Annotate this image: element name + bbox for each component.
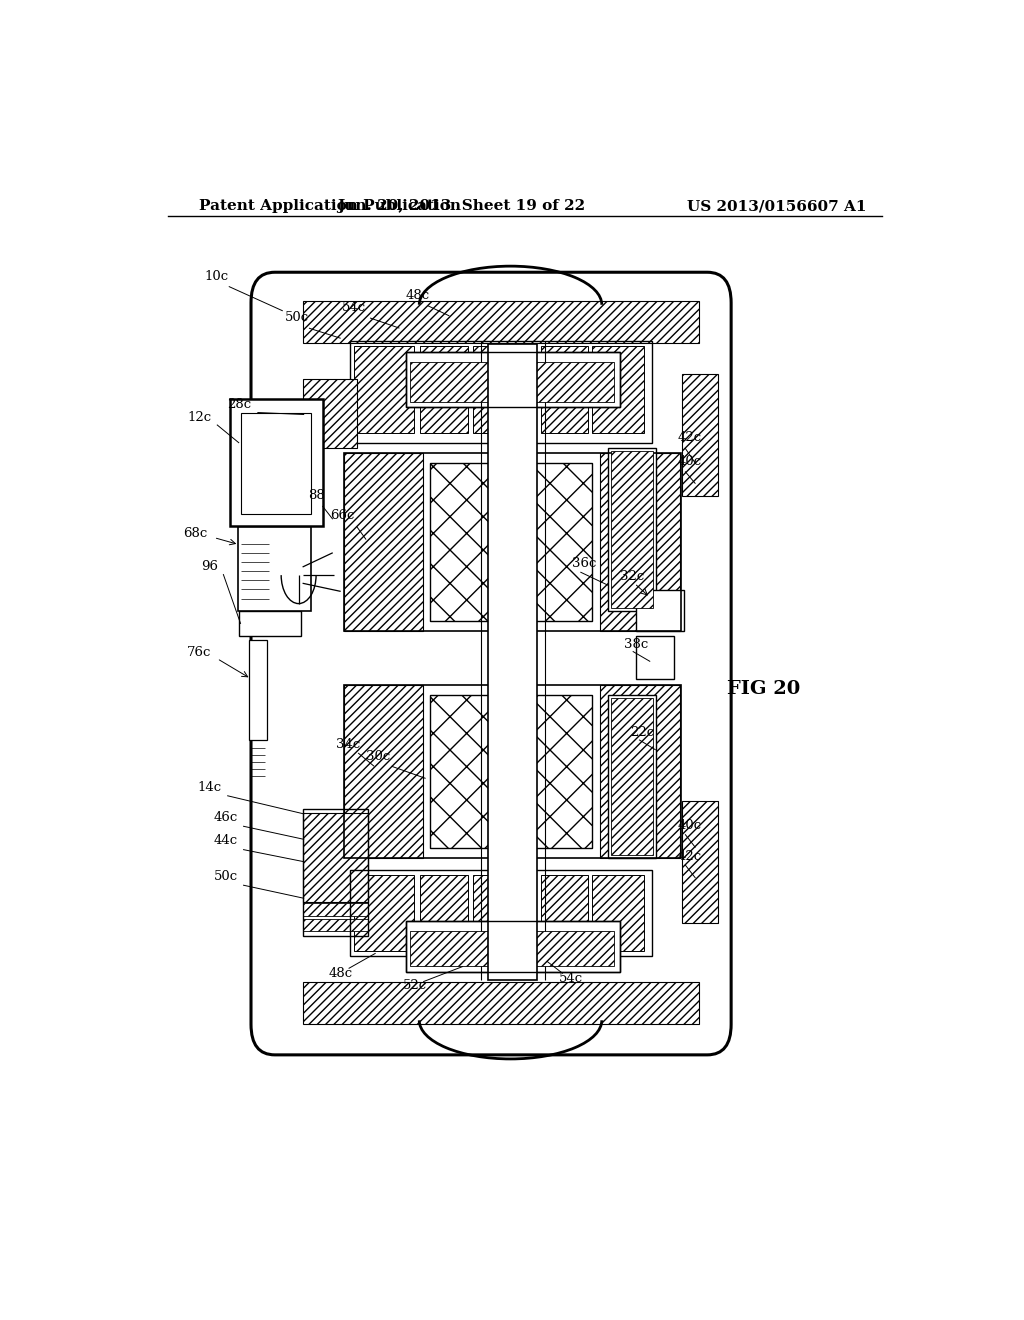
Bar	[600, 453, 680, 631]
Bar	[344, 453, 681, 631]
FancyBboxPatch shape	[251, 272, 731, 1055]
Bar	[610, 698, 653, 854]
Bar	[303, 379, 356, 447]
Bar	[303, 982, 699, 1024]
Text: 68c: 68c	[183, 527, 207, 540]
Text: 46c: 46c	[213, 810, 238, 824]
Text: 54c: 54c	[559, 972, 583, 985]
Bar	[406, 351, 621, 408]
Text: 76c: 76c	[187, 647, 211, 660]
Bar	[430, 463, 592, 620]
Bar	[541, 346, 588, 433]
Text: FIG 20: FIG 20	[727, 680, 801, 698]
Bar	[406, 921, 621, 972]
Bar	[487, 345, 537, 979]
Bar	[636, 590, 684, 631]
Bar	[303, 919, 368, 931]
Text: 12c: 12c	[187, 411, 211, 424]
Bar	[344, 453, 423, 631]
Bar	[229, 399, 324, 527]
Bar	[344, 685, 681, 858]
Text: 40c: 40c	[677, 820, 701, 832]
Bar	[303, 813, 368, 903]
Bar	[350, 342, 652, 444]
Text: 96: 96	[201, 560, 218, 573]
Text: Patent Application Publication: Patent Application Publication	[200, 199, 462, 213]
Text: 52c: 52c	[403, 979, 427, 991]
Bar	[303, 903, 368, 916]
Text: 34c: 34c	[336, 738, 360, 751]
Bar	[682, 374, 718, 496]
Bar	[430, 463, 592, 620]
Bar	[240, 611, 301, 636]
Bar	[344, 685, 423, 858]
Bar	[354, 346, 415, 433]
Text: 50c: 50c	[285, 312, 309, 323]
Bar	[473, 346, 536, 433]
Bar	[430, 696, 592, 847]
Text: 32c: 32c	[620, 570, 644, 583]
Bar	[354, 875, 415, 952]
Bar	[636, 636, 674, 678]
Text: 22c: 22c	[631, 726, 654, 739]
Bar	[303, 301, 699, 343]
Text: 10c: 10c	[205, 271, 229, 284]
Bar	[420, 875, 468, 952]
Text: 40c: 40c	[677, 455, 701, 469]
Bar	[541, 875, 588, 952]
Bar	[238, 528, 310, 611]
Text: 66c: 66c	[330, 510, 354, 523]
Text: 14c: 14c	[198, 780, 221, 793]
Text: 88: 88	[308, 488, 326, 502]
Text: 30c: 30c	[366, 750, 390, 763]
Text: 42c: 42c	[677, 850, 701, 863]
Text: US 2013/0156607 A1: US 2013/0156607 A1	[686, 199, 866, 213]
Bar	[241, 413, 310, 515]
Text: Jun. 20, 2013  Sheet 19 of 22: Jun. 20, 2013 Sheet 19 of 22	[337, 199, 586, 213]
Bar	[521, 931, 614, 966]
Bar	[592, 346, 644, 433]
Bar	[350, 870, 652, 956]
Bar	[250, 640, 267, 739]
Bar	[610, 451, 653, 607]
Text: 48c: 48c	[406, 289, 430, 302]
Bar	[406, 921, 621, 972]
Bar	[600, 685, 680, 858]
Text: 36c: 36c	[572, 557, 597, 570]
Text: 42c: 42c	[677, 430, 701, 444]
Bar	[473, 875, 536, 952]
Text: 28c: 28c	[227, 399, 251, 412]
Text: 38c: 38c	[624, 639, 648, 651]
Text: 44c: 44c	[213, 834, 238, 847]
Bar	[608, 696, 655, 858]
Bar	[410, 362, 505, 403]
Bar	[521, 362, 614, 403]
Bar	[406, 351, 621, 408]
Text: 50c: 50c	[213, 870, 238, 883]
Bar	[303, 809, 368, 936]
Text: 54c: 54c	[342, 301, 367, 314]
Bar	[410, 931, 505, 966]
Bar	[592, 875, 644, 952]
Bar	[420, 346, 468, 433]
Bar	[608, 447, 655, 611]
Text: 48c: 48c	[329, 966, 352, 979]
Bar	[682, 801, 718, 923]
Bar	[430, 696, 592, 847]
